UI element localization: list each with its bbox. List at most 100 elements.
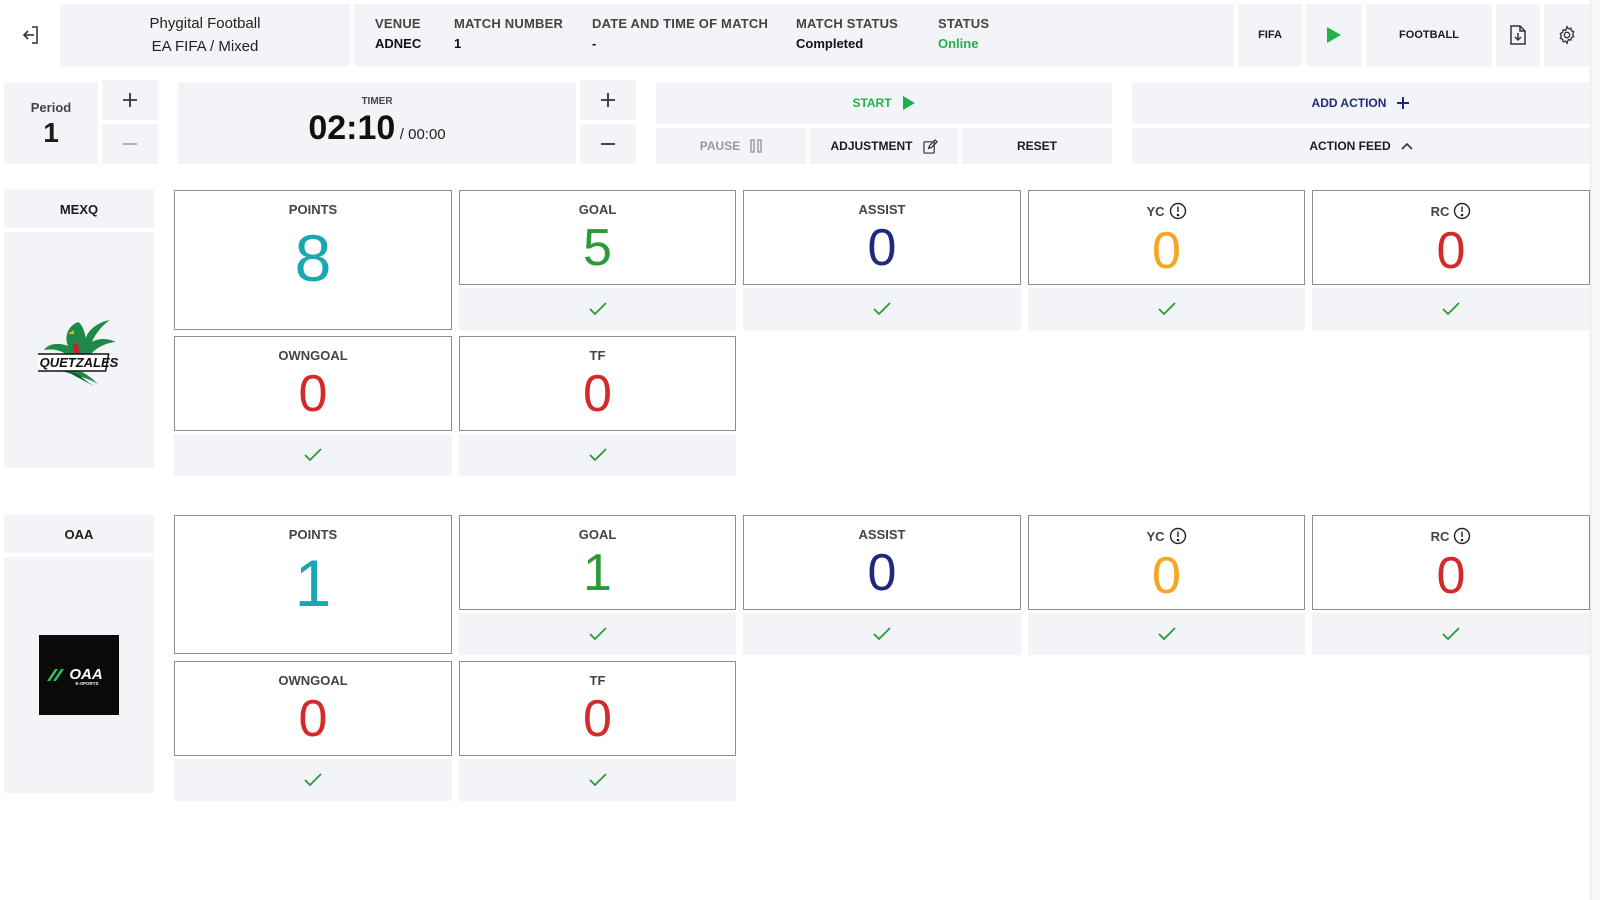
play-icon [902, 96, 915, 110]
rc-card[interactable]: RC 0 [1312, 190, 1590, 285]
match-number-label: MATCH NUMBER [454, 16, 564, 31]
goal-label: GOAL [578, 527, 617, 542]
timer-value: 02:10 [308, 109, 396, 147]
yc-card[interactable]: YC 0 [1028, 515, 1305, 610]
owngoal-label: OWNGOAL [278, 348, 348, 363]
tf-card[interactable]: TF 0 [459, 661, 736, 756]
owngoal-card[interactable]: OWNGOAL 0 [174, 336, 452, 431]
timer-decrement-button[interactable] [580, 124, 636, 164]
minus-icon [601, 143, 615, 145]
info-icon[interactable] [1169, 202, 1187, 220]
owngoal-card[interactable]: OWNGOAL 0 [174, 661, 452, 756]
plus-icon [601, 93, 615, 107]
venue-label: VENUE [375, 16, 421, 31]
rc-label: RC [1430, 203, 1450, 219]
plus-icon [123, 93, 137, 107]
rc-card[interactable]: RC 0 [1312, 515, 1590, 610]
timer-increment-button[interactable] [580, 80, 636, 120]
tf-card[interactable]: TF 0 [459, 336, 736, 431]
tf-value: 0 [583, 365, 612, 423]
match-number-info: MATCH NUMBER 1 [454, 16, 563, 51]
rc-confirm-button[interactable] [1312, 613, 1590, 655]
tf-confirm-button[interactable] [459, 434, 736, 476]
yc-card[interactable]: YC 0 [1028, 190, 1305, 285]
adjustment-button[interactable]: ADJUSTMENT [810, 128, 958, 164]
gear-icon [1559, 25, 1575, 45]
goal-label: GOAL [578, 202, 617, 217]
owngoal-confirm-button[interactable] [174, 434, 452, 476]
tf-confirm-button[interactable] [459, 759, 736, 801]
exit-button[interactable] [4, 4, 56, 66]
owngoal-label: OWNGOAL [278, 673, 348, 688]
assist-card[interactable]: ASSIST 0 [743, 515, 1021, 610]
owngoal-value: 0 [298, 690, 328, 748]
match-number-value: 1 [454, 36, 462, 51]
yc-value: 0 [1152, 547, 1181, 605]
settings-button[interactable] [1544, 4, 1590, 66]
owngoal-confirm-button[interactable] [174, 759, 452, 801]
competition-subtitle: EA FIFA / Mixed [151, 38, 259, 55]
points-label: POINTS [288, 527, 338, 542]
info-icon[interactable] [1169, 527, 1187, 545]
plus-icon [1397, 97, 1410, 109]
exit-icon [22, 26, 38, 44]
football-button[interactable]: FOOTBALL [1366, 4, 1492, 66]
match-status-info: MATCH STATUS Completed [796, 16, 898, 51]
match-status-value: Completed [796, 36, 864, 51]
goal-value: 5 [583, 219, 612, 277]
period-label: Period [30, 100, 72, 115]
rc-confirm-button[interactable] [1312, 288, 1590, 330]
info-icon[interactable] [1453, 527, 1471, 545]
date-time-value: - [592, 36, 597, 51]
goal-value: 1 [583, 544, 612, 602]
check-icon [1442, 627, 1460, 641]
check-icon [588, 627, 607, 641]
goal-confirm-button[interactable] [459, 613, 736, 655]
status-label: STATUS [938, 16, 990, 31]
period-increment-button[interactable] [102, 80, 158, 120]
period-display: Period 1 [4, 82, 98, 164]
check-icon [588, 773, 607, 787]
reset-button[interactable]: RESET [962, 128, 1112, 164]
yc-label: YC [1146, 528, 1165, 544]
assist-confirm-button[interactable] [743, 613, 1021, 655]
play-button[interactable] [1306, 4, 1362, 66]
pause-button[interactable]: PAUSE [656, 128, 806, 164]
edit-icon [922, 138, 938, 154]
reset-label: RESET [1016, 139, 1057, 153]
download-button[interactable] [1496, 4, 1540, 66]
fifa-button[interactable]: FIFA [1238, 4, 1302, 66]
team-name-2: OAA [4, 515, 154, 553]
match-info-bar: VENUE ADNEC MATCH NUMBER 1 DATE AND TIME… [354, 4, 1234, 66]
owngoal-value: 0 [298, 365, 328, 423]
points-card: POINTS 8 [174, 190, 452, 330]
assist-confirm-button[interactable] [743, 288, 1021, 330]
check-icon [1157, 627, 1176, 641]
quetzales-logo-text: QUETZALES [40, 355, 119, 370]
play-icon [1327, 27, 1341, 43]
venue-info: VENUE ADNEC [375, 16, 421, 51]
action-feed-toggle[interactable]: ACTION FEED [1132, 128, 1590, 164]
yc-label: YC [1146, 203, 1165, 219]
tf-value: 0 [583, 690, 612, 748]
rc-value: 0 [1436, 222, 1466, 280]
points-value: 8 [294, 221, 332, 295]
yc-confirm-button[interactable] [1028, 613, 1305, 655]
start-button[interactable]: START [656, 82, 1112, 124]
info-icon[interactable] [1453, 202, 1471, 220]
goal-card[interactable]: GOAL 1 [459, 515, 736, 610]
quetzales-logo: QUETZALES [38, 320, 119, 388]
goal-card[interactable]: GOAL 5 [459, 190, 736, 285]
timer-label: TIMER [361, 96, 393, 107]
yc-confirm-button[interactable] [1028, 288, 1305, 330]
oaa-logo: OAA E-SPORTS [39, 635, 119, 715]
goal-confirm-button[interactable] [459, 288, 736, 330]
start-label: START [852, 96, 892, 110]
add-action-button[interactable]: ADD ACTION [1132, 82, 1590, 124]
assist-card[interactable]: ASSIST 0 [743, 190, 1021, 285]
page-scrollbar[interactable] [1590, 0, 1600, 900]
status-value: Online [938, 36, 979, 51]
oaa-logo-subtext: E-SPORTS [75, 681, 98, 686]
period-decrement-button[interactable] [102, 124, 158, 164]
status-info: STATUS Online [938, 16, 989, 51]
